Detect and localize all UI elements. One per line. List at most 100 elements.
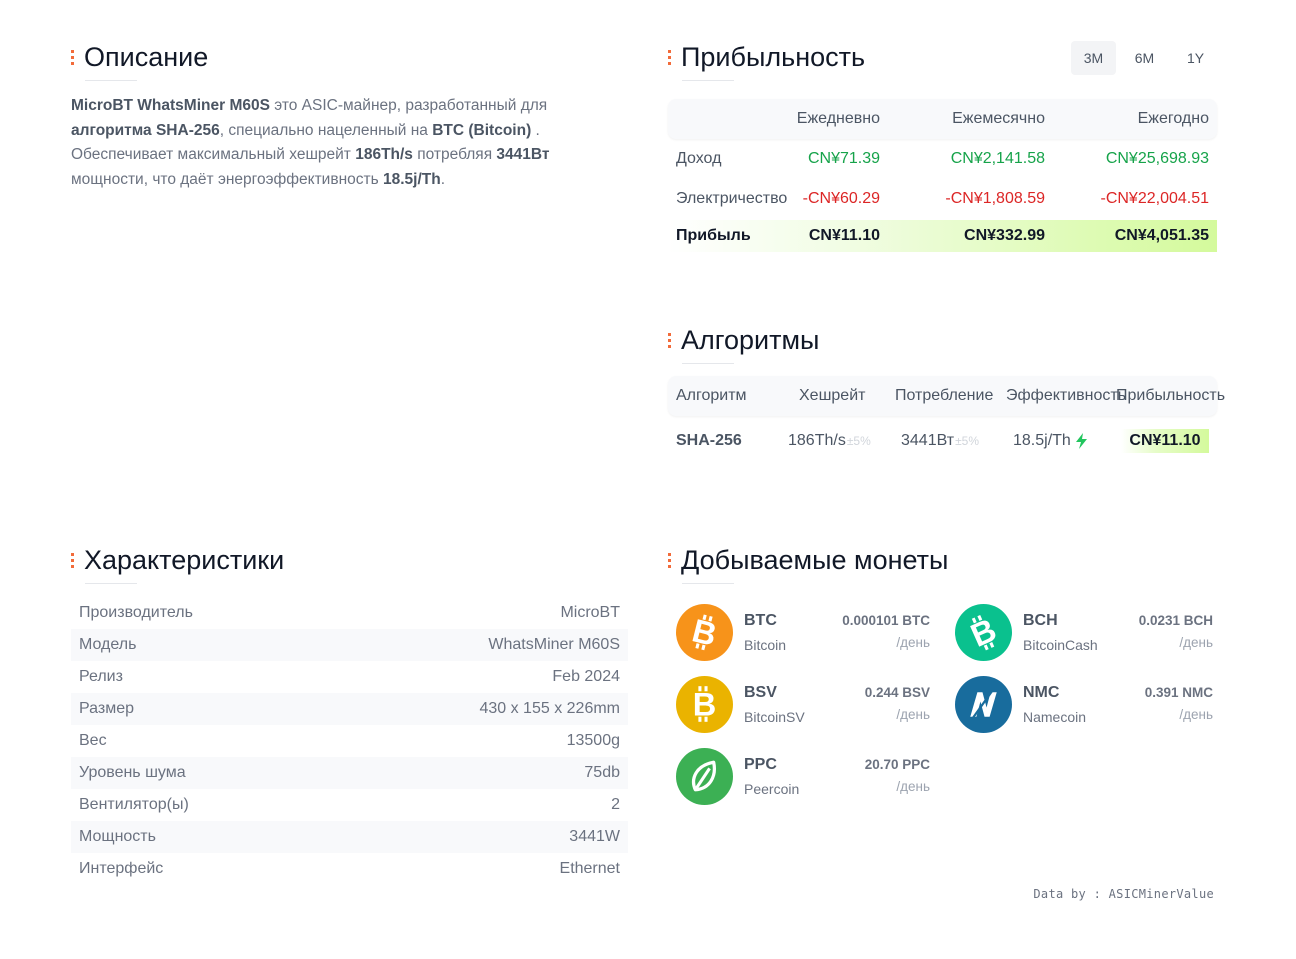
description-text: MicroBT WhatsMiner M60S это ASIC-майнер,… [71,94,611,192]
specs-heading: Характеристики [71,545,285,584]
description-run: мощности, что даёт энергоэффективность [71,170,383,188]
description-highlight: BTC (Bitcoin) [432,121,532,139]
header-hashrate: Хешрейт [799,387,866,404]
algorithms-header-row: Алгоритм Хешрейт Потребление Эффективнос… [668,376,1225,416]
profit-label: Прибыль [676,227,751,244]
header-profitability: Прибыльность [1116,387,1226,404]
spec-label: Производитель [79,604,193,621]
income-monthly: CN¥2,141.58 [950,150,1045,167]
spec-row-interface: Интерфейс Ethernet [71,853,628,885]
specs-table: Производитель MicroBT Модель WhatsMiner M6… [71,597,628,885]
coin-nmc[interactable]: NMC Namecoin 0.391 NMC /день [947,674,1213,734]
income-daily: CN¥71.39 [807,150,880,167]
coin-ppc[interactable]: PPC Peercoin 20.70 PPC /день [668,746,930,806]
power-value: 3441Вт [901,432,955,449]
header-algorithm: Алгоритм [676,387,747,404]
coin-per-day: /день [1179,635,1213,650]
profitability-table: Ежедневно Ежемесячно Ежегодно Доход CN¥7… [668,99,1217,252]
peercoin-icon [676,748,733,805]
coin-symbol: BTC [744,612,777,629]
spec-label: Модель [79,636,137,653]
description-title: Описание [84,42,209,72]
electricity-monthly: -CN¥1,808.59 [945,190,1045,207]
description-highlight: MicroBT WhatsMiner M60S [71,97,270,114]
spec-row-manufacturer: Производитель MicroBT [71,597,628,629]
data-source-credit: Data by : ASICMinerValue [1033,887,1214,901]
coin-name: BitcoinSV [744,709,805,725]
electricity-daily: -CN¥60.29 [802,190,880,207]
header-daily: Ежедневно [796,110,880,127]
spec-value: Feb 2024 [552,668,620,685]
coin-symbol: BCH [1023,612,1058,629]
spec-label: Вентилятор(ы) [79,796,189,813]
bitcoin-cash-icon: B [955,604,1012,661]
bitcoin-icon: B [676,604,733,661]
algorithms-title: Алгоритмы [681,325,820,355]
spec-value: 3441W [569,828,620,845]
period-tab-1y[interactable]: 1Y [1186,50,1205,66]
profit-daily: CN¥11.10 [808,227,880,244]
period-tab-3m[interactable]: 3M [1071,41,1116,75]
bitcoin-sv-icon: B [676,676,733,733]
description-run: потребляя [412,146,497,163]
description-run: . [440,170,446,188]
algorithm-row: SHA-256 186Th/s ±5% 3441Вт ±5% 18.5j/Th CN… [668,416,1217,466]
profitability-heading: Прибыльность [668,42,866,81]
spec-value: Ethernet [559,860,620,877]
coin-btc[interactable]: B BTC Bitcoin 0.000101 BTC /день [668,602,930,662]
profitability-title: Прибыльность [681,42,866,72]
namecoin-icon [955,676,1012,733]
coin-amount: 0.0231 BCH [1138,613,1213,628]
coin-amount: 20.70 PPC [864,757,930,772]
description-highlight: 18.5j/Th [382,170,441,188]
spec-row-model: Модель WhatsMiner M60S [71,629,628,661]
profit-yearly: CN¥4,051.35 [1114,227,1209,244]
profit-monthly: CN¥332.99 [964,227,1045,244]
coin-bsv[interactable]: B BSV BitcoinSV 0.244 BSV /день [668,674,930,734]
profitability-header-row: Ежедневно Ежемесячно Ежегодно [668,99,1217,139]
specs-title: Характеристики [84,545,285,575]
svg-text:B: B [693,687,717,723]
spec-label: Мощность [79,828,156,845]
income-row: Доход CN¥71.39 CN¥2,141.58 CN¥25,698.93 [668,139,1217,179]
spec-row-release: Релиз Feb 2024 [71,661,628,693]
description-highlight: алгоритма SHA-256 [71,121,220,139]
hashrate-value: 186Th/s [788,432,846,449]
header-yearly: Ежегодно [1137,110,1209,127]
coin-symbol: PPC [744,756,777,773]
electricity-label: Электричество [676,190,788,207]
description-run: , специально нацеленный на [219,121,433,139]
description-run: . Обеспечивает максимальный хешрейт [71,121,540,164]
coins-title: Добываемые монеты [681,545,949,575]
algorithm-power: 3441Вт ±5% [901,416,979,466]
spec-value: 2 [611,796,620,813]
coin-amount: 0.391 NMC [1144,685,1213,700]
spec-label: Релиз [79,668,123,685]
coin-amount: 0.244 BSV [864,685,930,700]
algorithm-efficiency: 18.5j/Th [1013,416,1087,466]
coin-bch[interactable]: B BCH BitcoinCash 0.0231 BCH /день [947,602,1213,662]
spec-row-noise: Уровень шума 75db [71,757,628,789]
spec-row-fans: Вентилятор(ы) 2 [71,789,628,821]
period-tabs: 3M 6M 1Y [1071,41,1218,75]
power-tolerance: ±5% [955,434,979,448]
spec-value: 430 x 155 x 226mm [479,700,620,717]
spec-value: 13500g [566,732,620,749]
coin-per-day: /день [896,635,930,650]
section-marker [71,552,74,569]
period-tab-6m[interactable]: 6M [1134,50,1155,66]
electricity-yearly: -CN¥22,004.51 [1100,190,1209,207]
algorithm-profit-cell: CN¥11.10 [1121,416,1209,466]
income-yearly: CN¥25,698.93 [1105,150,1209,167]
spec-row-size: Размер 430 x 155 x 226mm [71,693,628,725]
spec-row-power: Мощность 3441W [71,821,628,853]
spec-label: Уровень шума [79,764,186,781]
header-efficiency: Эффективность [1006,387,1127,404]
coin-name: BitcoinCash [1023,637,1098,653]
coin-name: Peercoin [744,781,800,797]
spec-row-weight: Вес 13500g [71,725,628,757]
description-highlight: 186Th/s [355,146,413,163]
coin-name: Namecoin [1023,709,1087,725]
efficiency-value: 18.5j/Th [1013,432,1071,449]
electricity-row: Электричество -CN¥60.29 -CN¥1,808.59 -CN… [668,179,1217,219]
